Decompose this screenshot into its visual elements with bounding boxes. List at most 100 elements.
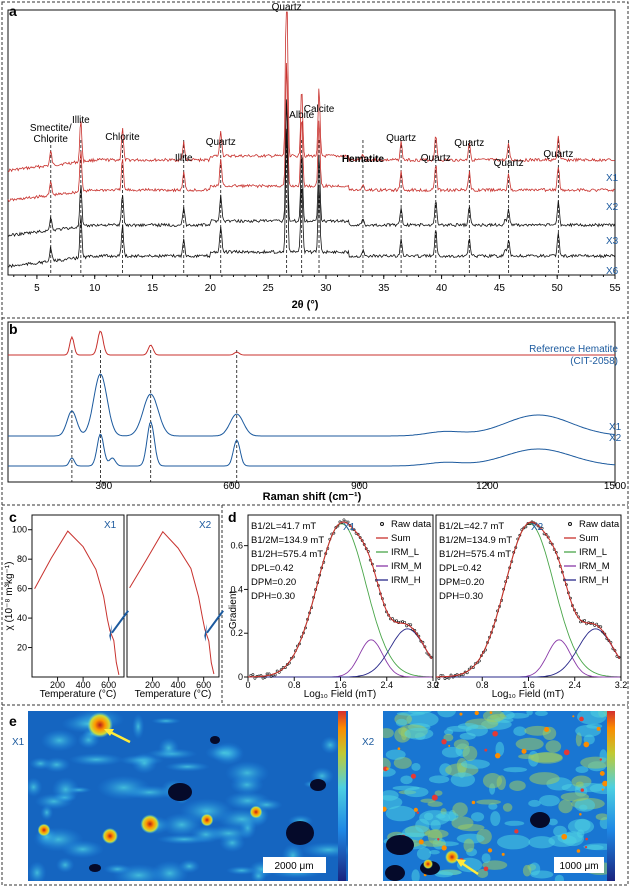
xrd-x-tick-label: 5: [34, 283, 40, 294]
irm-legend-label: IRM_L: [579, 547, 607, 558]
map-x2-texture-blob: [529, 772, 560, 785]
map-x2-texture-blob: [465, 724, 488, 737]
map-x2-speck: [544, 726, 550, 732]
map-x2-texture-blob: [496, 834, 531, 850]
xrd-x-tick-label: 45: [494, 283, 506, 294]
map-x1-hotspot: [140, 814, 160, 834]
panel-a-axes: [7, 9, 616, 276]
map-x1-texture-blob: [300, 842, 348, 858]
irm-legend-label: Raw data: [579, 519, 620, 530]
xrd-peak-label: Quartz: [454, 138, 484, 149]
map-x2-texture-blob: [575, 724, 602, 737]
panel-c-ticks: 200 400 600 200 400 600 20 40 60 80 100: [12, 525, 211, 690]
map-x2-speck: [492, 730, 498, 737]
map-x2-texture-blob: [529, 862, 541, 876]
map-x2-texture-blob: [404, 786, 429, 798]
irm-raw-point: [346, 520, 350, 524]
map-x2-texture-blob: [476, 868, 489, 878]
irm-panel-title: X1: [343, 522, 356, 533]
panel-b-label: b: [9, 321, 18, 337]
panel-a-label: a: [9, 3, 17, 19]
map-x2-speck: [579, 813, 582, 816]
map-x2-texture-blob: [574, 798, 596, 812]
map-x2-texture-blob: [429, 775, 450, 784]
irm-parameter: B1/2L=42.7 mT: [439, 521, 504, 532]
map-x2-texture-blob: [453, 739, 470, 750]
map-x2-speck: [576, 849, 581, 853]
map-x2-speck: [383, 766, 388, 772]
map-x1-texture-blob: [68, 753, 124, 767]
map-x2-speck: [596, 726, 601, 731]
map-x2-texture-blob: [548, 834, 577, 847]
irm-raw-point: [285, 663, 289, 666]
xrd-spectrum-x2: [7, 62, 615, 202]
map-x2-texture-blob: [441, 746, 463, 758]
irm-parameter: DPM=0.20: [439, 577, 484, 588]
map-x1-texture-blob: [205, 825, 253, 842]
map-x2-texture-blob: [528, 799, 541, 807]
map-x2-texture-blob: [560, 792, 590, 802]
map-x2-texture-blob: [446, 725, 472, 732]
panel-b-spectra: [8, 330, 616, 467]
map-x2-texture-blob: [488, 802, 498, 810]
map-x2-texture-blob: [539, 794, 560, 807]
map-x2-texture-blob: [524, 725, 551, 736]
chi-y-tick-label: 20: [17, 643, 27, 653]
map-x2-speck: [431, 794, 438, 801]
map-x2-texture-blob: [437, 811, 459, 822]
map-x1-scale-box: [263, 857, 326, 873]
map-x2-texture-blob: [482, 773, 503, 789]
irm-parameter: B1/2M=134.9 mT: [439, 535, 512, 546]
map-x1-texture-blob: [179, 798, 234, 824]
map-x2-arrow-head: [456, 859, 466, 867]
map-x1-texture-blob: [28, 861, 47, 881]
panel-c-ylabel: χ (10⁻⁸ m³kg⁻¹): [4, 562, 15, 631]
panel-b-reference-label: Reference Hematite: [529, 344, 618, 355]
xrd-series-label: X3: [606, 236, 619, 247]
xrd-x-tick-label: 55: [609, 283, 621, 294]
map-x2-texture-blob: [481, 853, 491, 864]
panel-c-axes-x2: [126, 514, 220, 678]
map-x2-texture-blob: [434, 871, 454, 878]
panel-d: d X1 B1/2L=41.7 mT B1/2M=134.9 mT B1/2H=575…: [228, 509, 627, 700]
panel-d-ylabel: Gradient: [228, 591, 239, 630]
map-x2-texture-blob: [554, 874, 564, 881]
xrd-peak-label: Chlorite: [34, 134, 69, 145]
chi-x-tick-label: 200: [145, 680, 160, 690]
chi-y-tick-label: 60: [17, 584, 27, 594]
panel-c-xlabel-x2: Temperature (°C): [135, 689, 212, 700]
map-x2-texture-blob: [595, 813, 607, 821]
xrd-spectrum-x6: [7, 128, 616, 269]
irm-parameter: B1/2M=134.9 mT: [251, 535, 324, 546]
panel-d-label: d: [228, 509, 237, 525]
irm-parameter: DPM=0.20: [251, 577, 296, 588]
map-x1-texture-blob: [131, 752, 158, 774]
panel-a: a Smectite/ChloriteIlliteChloriteIlliteQ…: [7, 2, 621, 311]
map-x2-texture-blob: [513, 726, 527, 737]
panel-d-xlabel-x2: Log₁₀ Field (mT): [492, 689, 565, 700]
map-x2-texture-blob: [424, 829, 449, 839]
panel-c-title-x2: X2: [199, 520, 212, 531]
map-x2-texture-blob: [583, 843, 607, 851]
map-x1-texture-blob: [225, 866, 258, 875]
irm-legend-label: IRM_M: [391, 561, 422, 572]
map-x1-texture-blob: [250, 868, 267, 881]
raman-x-tick-label: 600: [223, 481, 240, 492]
panel-c-label: c: [9, 509, 17, 525]
map-x1-dark-pore: [89, 864, 101, 872]
xrd-peak-label: Calcite: [304, 104, 335, 115]
xrd-spectrum-x1: [7, 11, 615, 173]
chi-x-tick-label: 600: [101, 680, 116, 690]
panel-c-title-x1: X1: [104, 520, 117, 531]
map-x2-texture-blob: [495, 741, 505, 757]
map-x2-texture-blob: [420, 840, 447, 847]
xrd-x-tick-label: 30: [320, 283, 332, 294]
map-x2-texture-blob: [420, 798, 436, 803]
irm-legend-label: IRM_L: [391, 547, 419, 558]
raman-spectrum-x2: [8, 421, 616, 467]
map-x2-texture-blob: [395, 718, 408, 727]
panel-b-reference-sub: (CIT-2058): [570, 356, 618, 367]
map-x2-texture-blob: [509, 780, 526, 791]
map-x1-texture-blob: [61, 840, 104, 859]
irm-raw-point: [599, 625, 603, 629]
